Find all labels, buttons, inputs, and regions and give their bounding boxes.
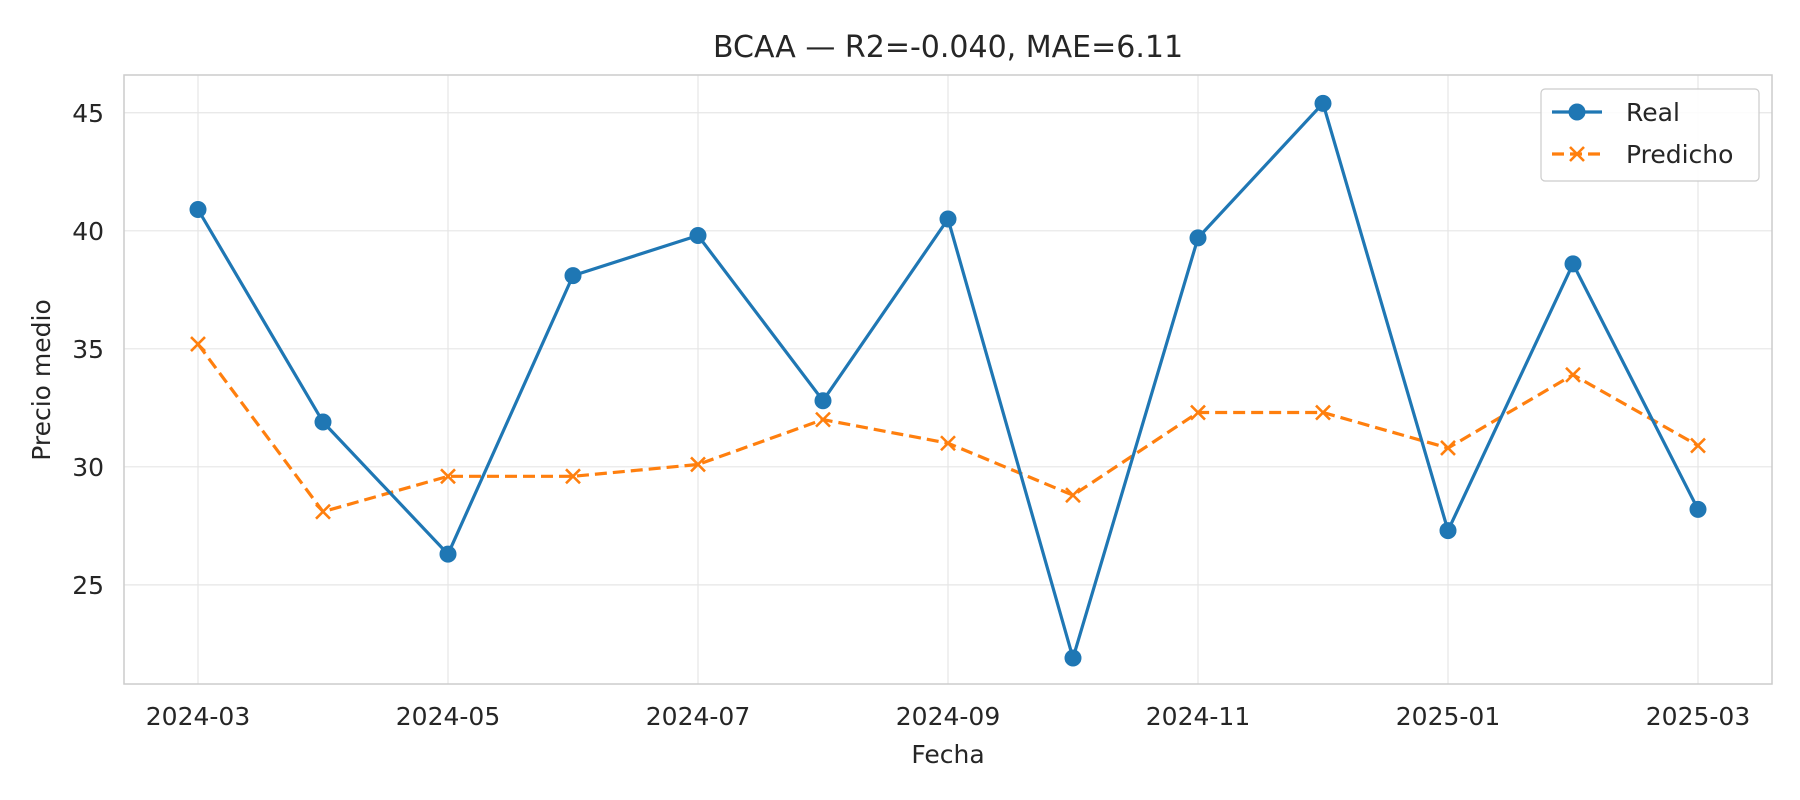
point-predicho: [815, 411, 831, 428]
x-tick-label: 2024-03: [146, 702, 250, 731]
point-predicho: [565, 468, 581, 485]
point-predicho: [940, 435, 956, 452]
point-predicho-stroke-b: [1565, 366, 1581, 383]
x-tick-label: 2024-09: [896, 702, 1000, 731]
y-tick-label: 35: [72, 335, 104, 364]
point-predicho: [1690, 437, 1706, 454]
legend-item-predicho: Predicho: [1552, 140, 1733, 169]
x-tick-label: 2024-11: [1146, 702, 1250, 731]
y-tick-label: 40: [72, 217, 104, 246]
y-tick-label: 25: [72, 571, 104, 600]
point-predicho: [1440, 440, 1456, 456]
tick-labels: 25 30 35 40 45 2024-03 2024-05 2024-07 2024-09 20…: [72, 99, 1750, 731]
point-predicho-stroke-b: [1315, 404, 1331, 421]
point-predicho: [690, 456, 706, 473]
legend-item-real: Real: [1552, 98, 1680, 127]
legend-marker-real: [1568, 103, 1586, 121]
point-predicho: [190, 336, 206, 353]
legend-marker-predicho: [1569, 146, 1585, 162]
point-predicho-stroke-b: [1190, 404, 1206, 421]
x-tick-label: 2025-01: [1396, 702, 1500, 731]
y-axis-title: Precio medio: [27, 299, 56, 461]
point-predicho-stroke-b: [315, 503, 331, 520]
series-predicho: [190, 336, 1706, 520]
grid-lines: [124, 75, 1772, 684]
point-real: [1314, 94, 1332, 112]
point-real: [689, 227, 707, 245]
point-predicho-stroke-b: [1440, 440, 1456, 456]
point-real: [1564, 255, 1582, 273]
x-tick-label: 2024-07: [646, 702, 750, 731]
point-predicho-stroke-b: [940, 435, 956, 452]
point-predicho: [1065, 487, 1081, 504]
point-real: [189, 201, 207, 219]
series-layer: [189, 94, 1707, 667]
point-real: [564, 267, 582, 285]
x-tick-label: 2024-05: [396, 702, 500, 731]
point-real: [1064, 649, 1082, 667]
point-predicho-stroke-b: [565, 468, 581, 485]
point-predicho: [1565, 366, 1581, 383]
point-real: [939, 210, 957, 228]
point-predicho: [1190, 404, 1206, 421]
legend-marker-predicho-stroke-b: [1569, 146, 1585, 162]
point-predicho-stroke-b: [1690, 437, 1706, 454]
series-real: [189, 94, 1707, 667]
legend: Real Predicho: [1540, 88, 1760, 182]
x-axis-title: Fecha: [911, 740, 984, 769]
point-real: [814, 392, 832, 410]
point-predicho: [315, 503, 331, 520]
point-predicho-stroke-b: [690, 456, 706, 473]
legend-label-predicho: Predicho: [1626, 140, 1733, 169]
chart-title: BCAA — R2=-0.040, MAE=6.11: [713, 30, 1183, 65]
y-tick-label: 30: [72, 453, 104, 482]
point-predicho-stroke-b: [1065, 487, 1081, 504]
point-real: [1189, 229, 1207, 247]
point-real: [1439, 522, 1457, 540]
point-real: [439, 545, 457, 563]
y-tick-label: 45: [72, 99, 104, 128]
point-predicho-stroke-b: [440, 468, 456, 485]
x-tick-label: 2025-03: [1646, 702, 1750, 731]
plot-frame: [123, 74, 1773, 685]
point-predicho-stroke-b: [815, 411, 831, 428]
point-predicho-stroke-b: [190, 336, 206, 353]
point-real: [1689, 500, 1707, 518]
legend-label-real: Real: [1626, 98, 1680, 127]
point-predicho: [440, 468, 456, 485]
point-real: [314, 413, 332, 431]
point-predicho: [1315, 404, 1331, 421]
